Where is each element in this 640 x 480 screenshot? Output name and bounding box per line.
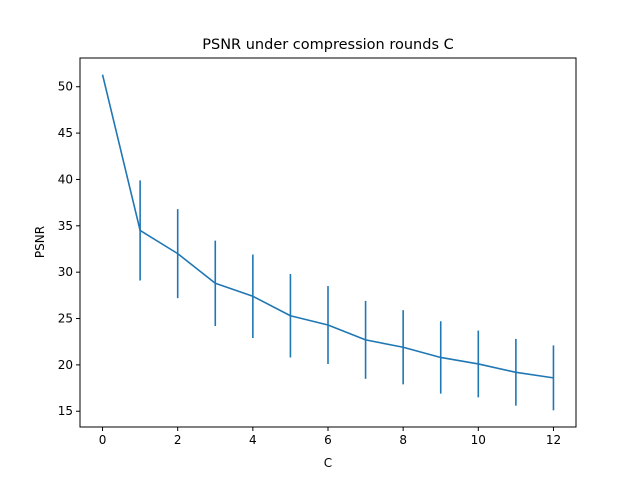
- y-tick-label: 15: [58, 404, 73, 418]
- x-tick-label: 12: [546, 433, 561, 447]
- x-tick-label: 10: [471, 433, 486, 447]
- y-tick-label: 20: [58, 358, 73, 372]
- y-tick-label: 50: [58, 80, 73, 94]
- chart-title: PSNR under compression rounds C: [202, 37, 453, 53]
- x-axis: 0 2 4 6 8 10 12: [99, 427, 561, 447]
- y-axis-label: PSNR: [33, 226, 47, 258]
- x-tick-label: 4: [249, 433, 257, 447]
- y-axis: 15 20 25 30 35 40 45 50: [58, 80, 80, 418]
- y-tick-label: 35: [58, 219, 73, 233]
- x-tick-label: 8: [399, 433, 407, 447]
- x-axis-label: C: [324, 456, 332, 470]
- plot-frame: [79, 57, 577, 428]
- series-line: [101, 74, 554, 379]
- x-tick-label: 0: [99, 433, 107, 447]
- y-tick-label: 25: [58, 312, 73, 326]
- y-tick-label: 30: [58, 265, 73, 279]
- y-tick-label: 40: [58, 172, 73, 186]
- x-tick-label: 2: [174, 433, 182, 447]
- y-tick-label: 45: [58, 126, 73, 140]
- plot-area: [101, 74, 555, 411]
- x-tick-label: 6: [324, 433, 332, 447]
